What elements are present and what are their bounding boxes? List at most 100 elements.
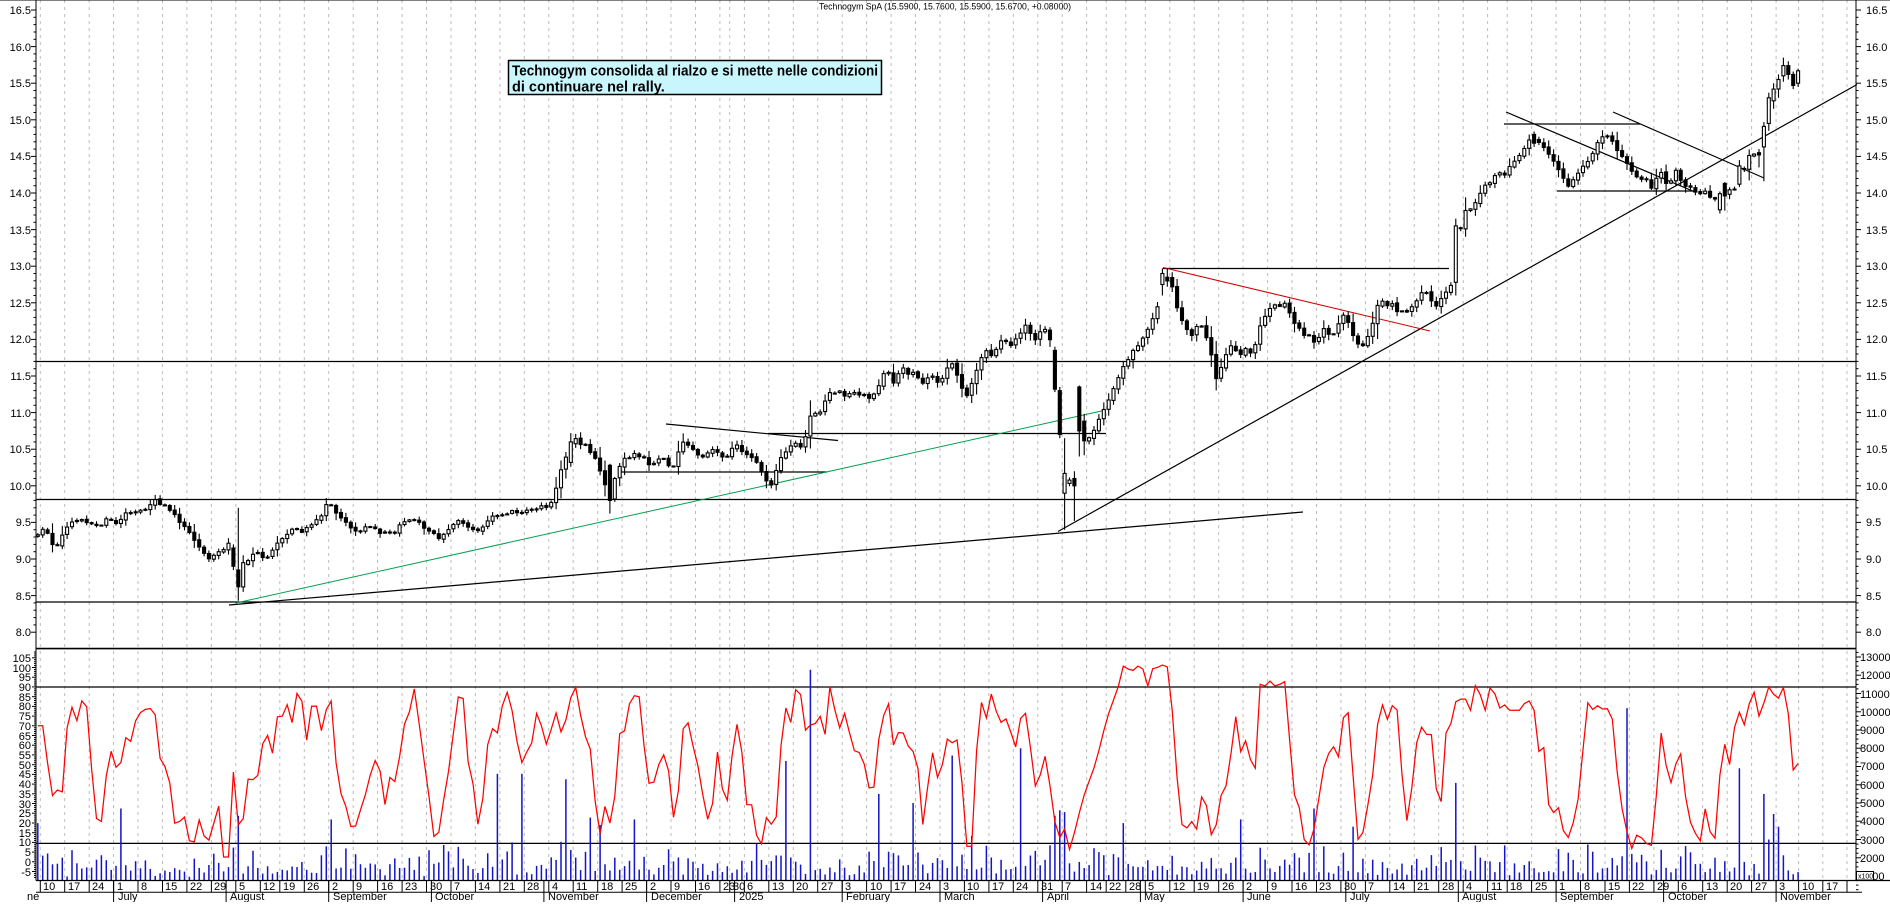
svg-text:14.5: 14.5	[10, 151, 31, 163]
svg-text:15.0: 15.0	[10, 115, 31, 127]
svg-text:7: 7	[1368, 881, 1374, 893]
svg-text:5: 5	[1148, 881, 1154, 893]
svg-text:11000: 11000	[1860, 689, 1890, 701]
svg-text:10: 10	[19, 837, 31, 849]
svg-text:July: July	[1350, 891, 1370, 902]
svg-text:19: 19	[283, 881, 295, 893]
svg-text:27: 27	[821, 881, 833, 893]
svg-text:6: 6	[1681, 881, 1687, 893]
svg-text:35: 35	[19, 789, 31, 801]
svg-text:September: September	[333, 891, 387, 902]
svg-text:17: 17	[1826, 881, 1838, 893]
svg-text:90: 90	[19, 682, 31, 694]
svg-text:22: 22	[1632, 881, 1644, 893]
svg-text:9: 9	[1271, 881, 1277, 893]
svg-text:4: 4	[1466, 881, 1472, 893]
svg-text:11: 11	[1491, 881, 1502, 893]
svg-text:21: 21	[503, 881, 515, 893]
svg-text:14: 14	[478, 881, 490, 893]
svg-text:5: 5	[239, 881, 245, 893]
svg-text:25: 25	[625, 881, 637, 893]
svg-text:28: 28	[1129, 881, 1141, 893]
svg-text:10.0: 10.0	[10, 481, 31, 493]
svg-text:February: February	[846, 891, 891, 902]
svg-text:16.5: 16.5	[1866, 5, 1887, 17]
svg-text:12.5: 12.5	[10, 298, 31, 310]
svg-text:1: 1	[1559, 881, 1565, 893]
svg-text:12000: 12000	[1860, 670, 1890, 682]
svg-text:11.0: 11.0	[10, 408, 31, 420]
svg-text:18: 18	[601, 881, 613, 893]
svg-text:27: 27	[1755, 881, 1767, 893]
svg-text:85: 85	[19, 692, 31, 704]
svg-text:15.5: 15.5	[10, 78, 31, 90]
svg-text:28: 28	[1442, 881, 1454, 893]
svg-text:14.5: 14.5	[1866, 151, 1887, 163]
svg-text:12: 12	[1173, 881, 1185, 893]
svg-text:20: 20	[19, 818, 31, 830]
svg-text:10: 10	[967, 881, 979, 893]
svg-text:-5: -5	[21, 867, 31, 879]
svg-text:14: 14	[1090, 881, 1102, 893]
svg-text:23: 23	[1319, 881, 1331, 893]
svg-text:55: 55	[19, 750, 31, 762]
svg-text:3000: 3000	[1860, 835, 1884, 847]
svg-text:10: 10	[1802, 881, 1814, 893]
svg-text:13.5: 13.5	[1866, 225, 1887, 237]
svg-text:14.0: 14.0	[1866, 188, 1887, 200]
svg-text:2: 2	[332, 881, 338, 893]
svg-text:June: June	[1247, 891, 1271, 902]
svg-text:Technogym consolida al rialzo: Technogym consolida al rialzo e si mette…	[512, 64, 878, 80]
svg-text:1: 1	[117, 881, 123, 893]
svg-text:8.5: 8.5	[16, 591, 31, 603]
svg-text:18: 18	[1510, 881, 1522, 893]
svg-text:August: August	[1462, 891, 1496, 902]
svg-text:di continuare nel rally.: di continuare nel rally.	[512, 80, 665, 96]
svg-text:Technogym SpA (15.5900, 15.760: Technogym SpA (15.5900, 15.7600, 15.5900…	[819, 2, 1071, 13]
svg-text:6000: 6000	[1860, 780, 1884, 792]
svg-text:13.5: 13.5	[10, 225, 31, 237]
svg-text:105: 105	[13, 653, 31, 665]
svg-text:October: October	[435, 891, 474, 902]
svg-text:15: 15	[19, 828, 31, 840]
svg-text:15: 15	[165, 881, 177, 893]
svg-text:March: March	[944, 891, 975, 902]
svg-text:19: 19	[1197, 881, 1209, 893]
svg-text:10000: 10000	[1860, 707, 1890, 719]
svg-text:4: 4	[552, 881, 558, 893]
svg-text:11.0: 11.0	[1866, 408, 1887, 420]
svg-text:100: 100	[13, 663, 31, 675]
svg-text:11: 11	[576, 881, 587, 893]
svg-text:16: 16	[1295, 881, 1307, 893]
svg-text:16: 16	[381, 881, 393, 893]
svg-text:8: 8	[141, 881, 147, 893]
svg-text:2000: 2000	[1860, 853, 1884, 865]
svg-text:26: 26	[1222, 881, 1234, 893]
svg-text:10: 10	[43, 881, 55, 893]
svg-text:25: 25	[19, 808, 31, 820]
svg-text:29: 29	[1657, 881, 1669, 893]
svg-text:9: 9	[674, 881, 680, 893]
svg-text:13: 13	[772, 881, 784, 893]
svg-text:15: 15	[1608, 881, 1620, 893]
svg-text:24: 24	[92, 881, 104, 893]
svg-text:2025: 2025	[739, 891, 763, 902]
svg-text:9: 9	[356, 881, 362, 893]
svg-text:8000: 8000	[1860, 743, 1884, 755]
svg-text:April: April	[1047, 891, 1069, 902]
svg-text:December: December	[651, 891, 702, 902]
svg-text:7: 7	[454, 881, 460, 893]
svg-text:November: November	[1780, 891, 1831, 902]
svg-text:13000: 13000	[1860, 652, 1890, 664]
svg-text:8.0: 8.0	[16, 627, 31, 639]
svg-text:15.0: 15.0	[1866, 115, 1887, 127]
svg-text:October: October	[1668, 891, 1707, 902]
svg-text:5: 5	[25, 847, 31, 859]
svg-text:5000: 5000	[1860, 798, 1884, 810]
svg-text:65: 65	[19, 731, 31, 743]
svg-text:November: November	[548, 891, 599, 902]
svg-text:17: 17	[992, 881, 1004, 893]
svg-text:24: 24	[1016, 881, 1028, 893]
svg-text:30: 30	[430, 881, 442, 893]
svg-text:16.0: 16.0	[10, 42, 31, 54]
